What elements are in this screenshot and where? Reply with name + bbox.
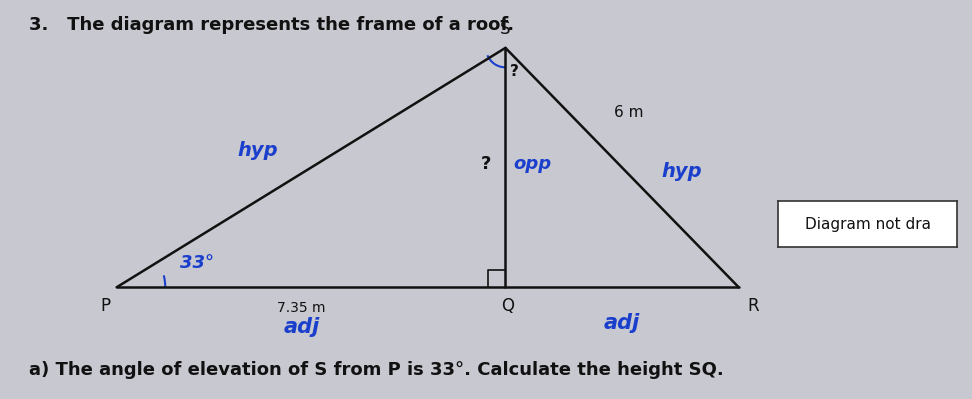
Text: ?: ? [480,154,491,173]
Text: hyp: hyp [661,162,702,181]
Text: adj: adj [604,313,641,333]
Text: 7.35 m: 7.35 m [277,301,326,315]
Text: opp: opp [513,154,551,173]
Text: S: S [501,20,510,38]
Text: 33°: 33° [180,254,214,272]
Text: adj: adj [283,317,320,337]
Text: hyp: hyp [237,140,278,160]
Text: Q: Q [501,297,514,315]
Text: P: P [100,297,110,315]
Text: Diagram not dra: Diagram not dra [805,217,930,232]
Text: a) The angle of elevation of S from P is 33°. Calculate the height SQ.: a) The angle of elevation of S from P is… [29,361,724,379]
Text: 3.   The diagram represents the frame of a roof.: 3. The diagram represents the frame of a… [29,16,514,34]
Text: 6 m: 6 m [614,105,643,120]
Text: ?: ? [510,64,519,79]
Text: R: R [747,297,759,315]
